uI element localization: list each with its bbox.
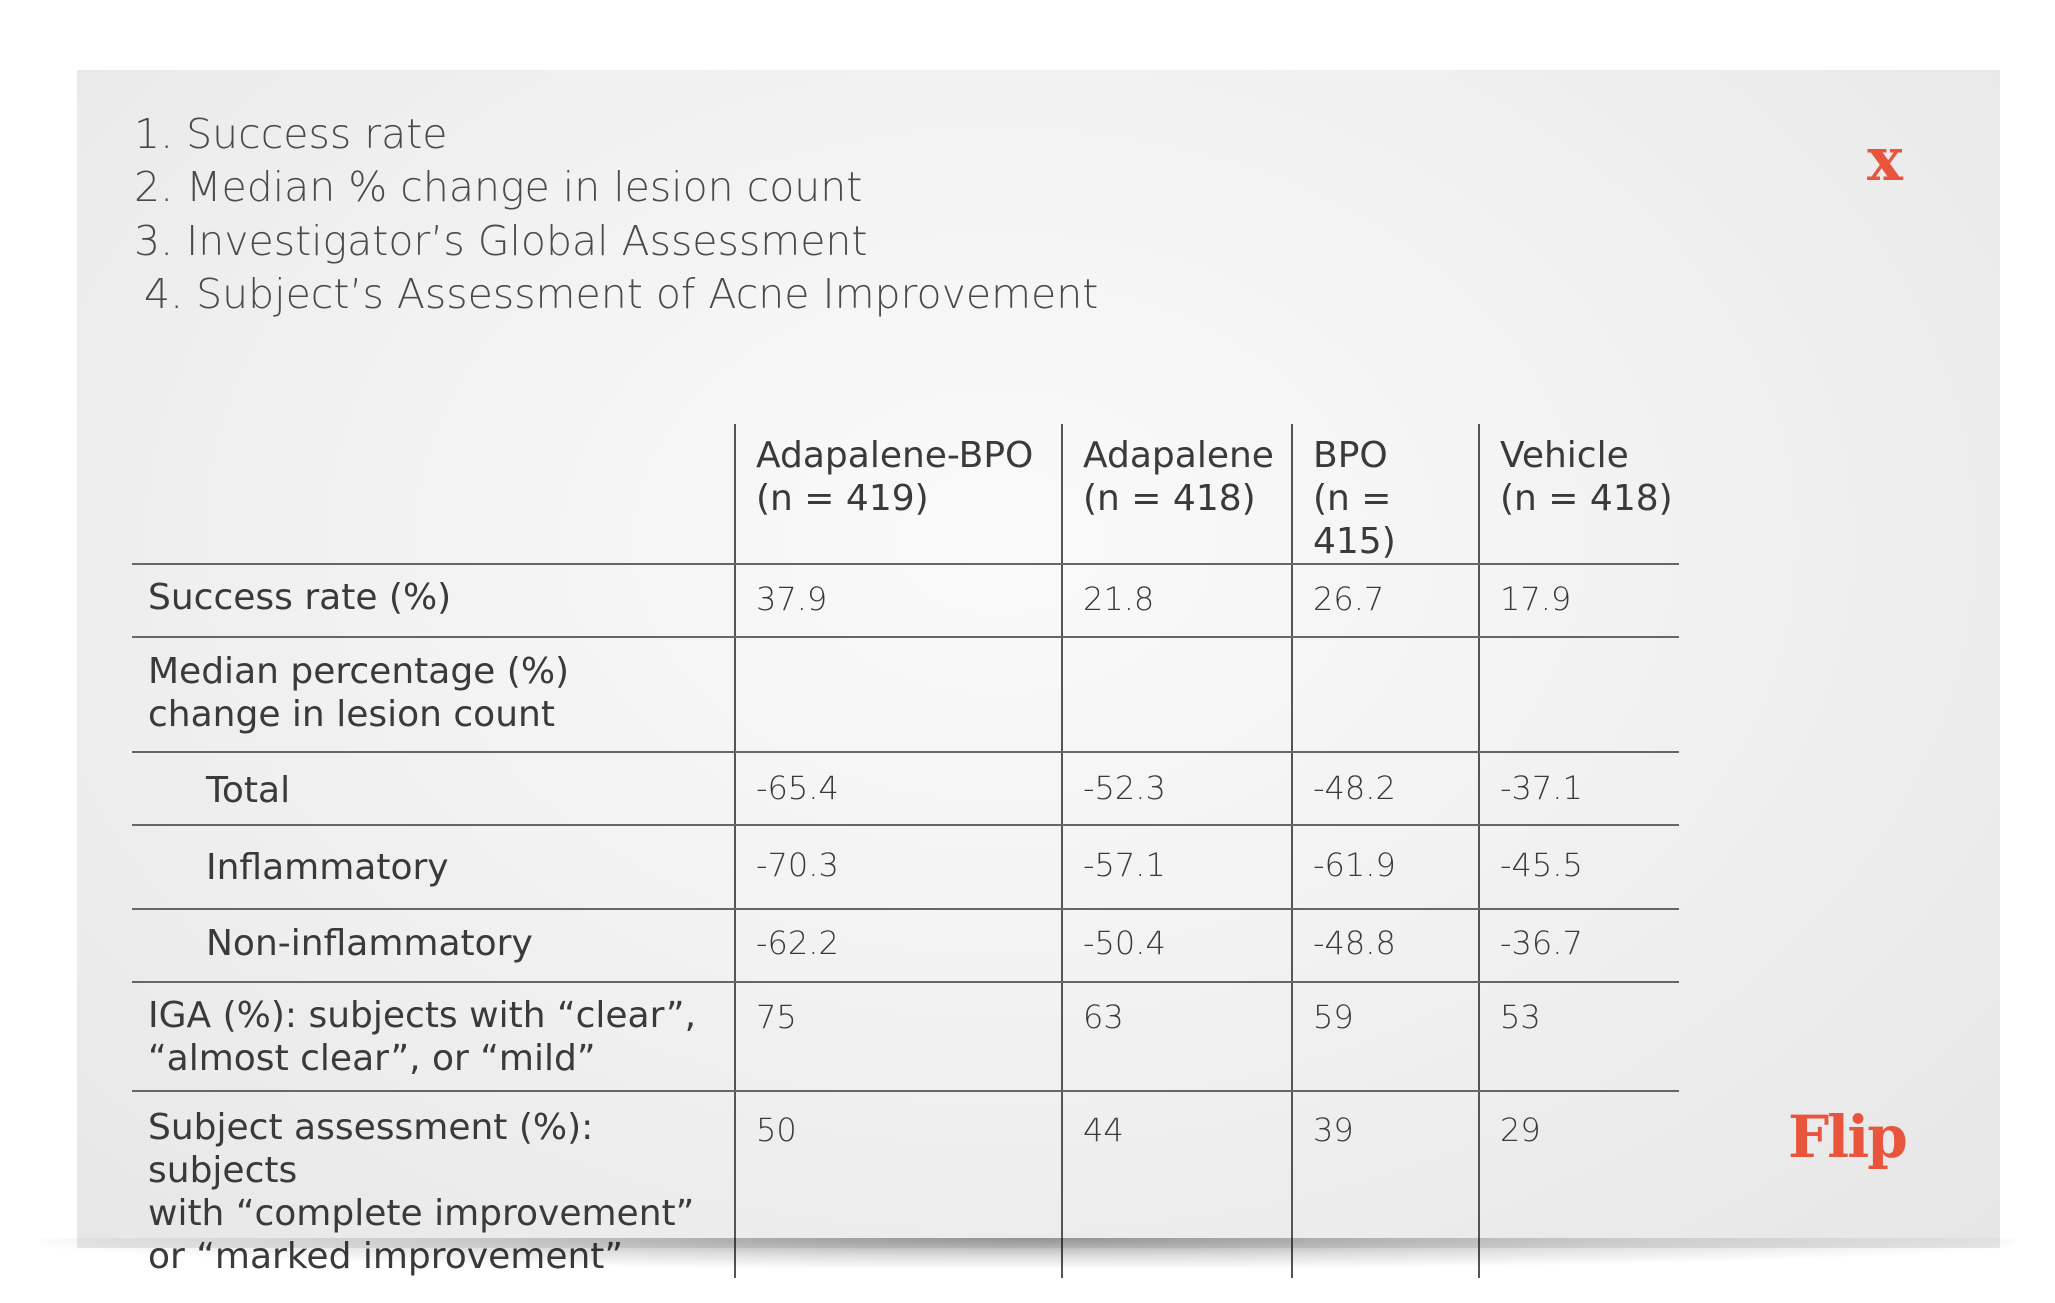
table-cell: -37.1 <box>1478 752 1679 826</box>
table-cell: -65.4 <box>734 752 1062 826</box>
table-cell: -48.2 <box>1291 752 1479 826</box>
row-label: Non-inflammatory <box>132 909 735 983</box>
column-n: (n = 419) <box>756 478 929 519</box>
table-cell: -48.8 <box>1291 909 1479 983</box>
close-button[interactable]: x <box>1867 125 1903 195</box>
table-cell: 59 <box>1291 982 1479 1092</box>
table-row: Inflammatory -70.3 -57.1 -61.9 -45.5 <box>132 825 1679 910</box>
table-cell: -52.3 <box>1061 752 1292 826</box>
table-cell: 63 <box>1061 982 1292 1092</box>
column-n: (n = 415) <box>1313 478 1396 562</box>
row-label: Total <box>132 752 735 826</box>
row-label: IGA (%): subjects with “clear”, “almost … <box>132 982 735 1092</box>
table-cell: 26.7 <box>1291 564 1479 638</box>
table-cell: 17.9 <box>1478 564 1679 638</box>
table-cell: 50 <box>734 1091 1062 1278</box>
row-label-line: Subject assessment (%): subjects <box>148 1107 594 1191</box>
row-label-line: Median percentage (%) <box>148 651 570 692</box>
row-label-line: IGA (%): subjects with “clear”, <box>148 995 697 1036</box>
column-header: Adapalene-BPO (n = 419) <box>734 424 1062 565</box>
column-n: (n = 418) <box>1500 478 1673 519</box>
row-label-line: “almost clear”, or “mild” <box>148 1038 596 1079</box>
results-table: Adapalene-BPO (n = 419) Adapalene (n = 4… <box>132 424 1679 1278</box>
flip-button[interactable]: Flip <box>1788 1103 1908 1171</box>
table-row: Subject assessment (%): subjects with “c… <box>132 1091 1679 1278</box>
table-cell <box>1061 637 1292 753</box>
criteria-item: 3. Investigator’s Global Assessment <box>134 217 868 265</box>
table-cell: -62.2 <box>734 909 1062 983</box>
row-label-line: with “complete improvement” <box>148 1193 695 1234</box>
table-cell: 53 <box>1478 982 1679 1092</box>
table-cell: -70.3 <box>734 825 1062 910</box>
table-cell: -36.7 <box>1478 909 1679 983</box>
column-name: Adapalene-BPO <box>756 435 1034 476</box>
table-cell: 29 <box>1478 1091 1679 1278</box>
criteria-item: 2. Median % change in lesion count <box>134 163 863 211</box>
table-header-row: Adapalene-BPO (n = 419) Adapalene (n = 4… <box>132 424 1679 565</box>
card-shadow <box>40 1238 2015 1268</box>
table-cell <box>1478 637 1679 753</box>
row-label: Inflammatory <box>132 825 735 910</box>
table-cell <box>734 637 1062 753</box>
row-label: Subject assessment (%): subjects with “c… <box>132 1091 735 1278</box>
header-empty-cell <box>132 424 735 565</box>
table-row: Non-inflammatory -62.2 -50.4 -48.8 -36.7 <box>132 909 1679 983</box>
column-header: Adapalene (n = 418) <box>1061 424 1292 565</box>
table-cell <box>1291 637 1479 753</box>
table-cell: -61.9 <box>1291 825 1479 910</box>
table-cell: 21.8 <box>1061 564 1292 638</box>
row-label: Success rate (%) <box>132 564 735 638</box>
table-cell: 75 <box>734 982 1062 1092</box>
table-cell: 37.9 <box>734 564 1062 638</box>
table-row: Success rate (%) 37.9 21.8 26.7 17.9 <box>132 564 1679 638</box>
row-label-line: or “marked improvement” <box>148 1235 734 1278</box>
criteria-item: 4. Subject’s Assessment of Acne Improvem… <box>144 270 1099 318</box>
table-row: Median percentage (%) change in lesion c… <box>132 637 1679 753</box>
table-cell: -50.4 <box>1061 909 1292 983</box>
criteria-item: 1. Success rate <box>134 110 448 158</box>
row-label-line: change in lesion count <box>148 694 555 735</box>
slide-card: 1. Success rate 2. Median % change in le… <box>77 70 2000 1278</box>
table-cell: -45.5 <box>1478 825 1679 910</box>
column-name: Vehicle <box>1500 435 1629 476</box>
column-header: Vehicle (n = 418) <box>1478 424 1679 565</box>
table-cell: 39 <box>1291 1091 1479 1278</box>
column-n: (n = 418) <box>1083 478 1256 519</box>
column-name: BPO <box>1313 435 1388 476</box>
column-header: BPO (n = 415) <box>1291 424 1479 565</box>
column-name: Adapalene <box>1083 435 1274 476</box>
row-label: Median percentage (%) change in lesion c… <box>132 637 735 753</box>
table-cell: 44 <box>1061 1091 1292 1278</box>
table-row: Total -65.4 -52.3 -48.2 -37.1 <box>132 752 1679 826</box>
table-cell: -57.1 <box>1061 825 1292 910</box>
table-row: IGA (%): subjects with “clear”, “almost … <box>132 982 1679 1092</box>
